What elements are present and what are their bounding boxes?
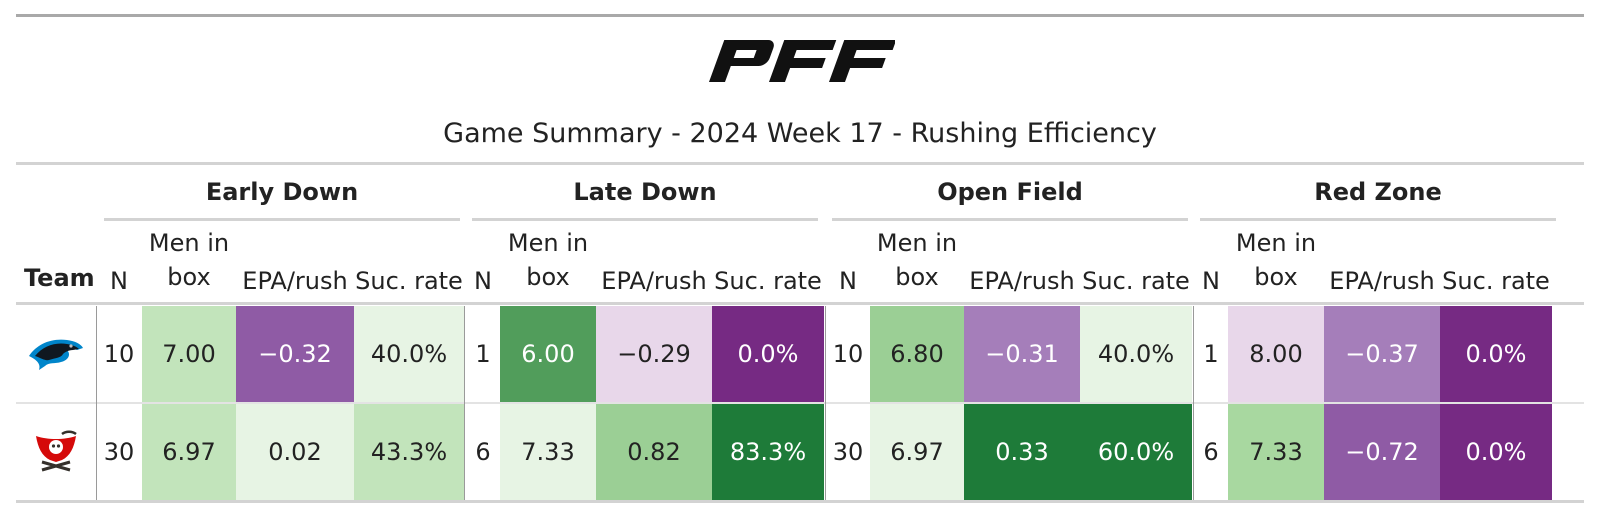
group-rule-open [832, 218, 1188, 221]
col-men-line2: box [167, 263, 211, 291]
cell-r1-early-suc: 40.0% [354, 306, 464, 402]
col-men-line1: Men in [876, 229, 958, 257]
cell-r2-open-suc: 60.0% [1080, 404, 1192, 500]
col-suc-early: Suc. rate [355, 267, 463, 295]
cell-r2-early-epa: 0.02 [236, 404, 354, 500]
cell-r2-early-men: 6.97 [142, 404, 236, 500]
cell-r2-red-suc: 0.0% [1440, 404, 1552, 500]
col-men-red: Men in box [1228, 226, 1324, 294]
cell-r1-open-suc: 40.0% [1080, 306, 1192, 402]
pff-logo [708, 40, 895, 82]
cell-r1-red-epa: −0.37 [1324, 306, 1440, 402]
group-divider-red [1193, 306, 1194, 500]
col-men-late: Men in box [500, 226, 596, 294]
col-men-line1: Men in [148, 229, 230, 257]
cell-r1-red-suc: 0.0% [1440, 306, 1552, 402]
cell-r1-open-men: 6.80 [870, 306, 964, 402]
cell-r1-red-n: 1 [1203, 340, 1219, 368]
group-divider-open [825, 306, 826, 500]
cell-r2-open-epa: 0.33 [964, 404, 1080, 500]
group-rule-early [104, 218, 460, 221]
group-late-down: Late Down [573, 178, 717, 206]
cell-r1-early-men: 7.00 [142, 306, 236, 402]
cell-r2-late-men: 7.33 [500, 404, 596, 500]
cell-r2-red-n: 6 [1203, 438, 1219, 466]
title-rule [16, 162, 1584, 165]
cell-r2-late-n: 6 [475, 438, 491, 466]
buccaneers-logo-icon [16, 404, 96, 500]
team-column-header: Team [24, 264, 95, 292]
top-rule [16, 14, 1584, 17]
header-rule [16, 302, 1584, 305]
cell-r1-open-epa: −0.31 [964, 306, 1080, 402]
col-epa-red: EPA/rush [1329, 267, 1435, 295]
group-rule-red [1200, 218, 1556, 221]
row-separator [16, 402, 1584, 404]
cell-r1-open-n: 10 [832, 340, 864, 368]
group-open-field: Open Field [937, 178, 1083, 206]
group-red-zone: Red Zone [1314, 178, 1442, 206]
col-epa-open: EPA/rush [969, 267, 1075, 295]
col-men-open: Men in box [870, 226, 964, 294]
col-n-early: N [110, 267, 128, 295]
col-men-line1: Men in [1235, 229, 1317, 257]
col-epa-late: EPA/rush [601, 267, 707, 295]
group-rule-late [472, 218, 818, 221]
cell-r2-red-epa: −0.72 [1324, 404, 1440, 500]
cell-r1-red-men: 8.00 [1228, 306, 1324, 402]
table-title: Game Summary - 2024 Week 17 - Rushing Ef… [443, 118, 1157, 149]
col-men-line2: box [1254, 263, 1298, 291]
cell-r2-open-n: 30 [832, 438, 864, 466]
cell-r1-late-epa: −0.29 [596, 306, 712, 402]
cell-r2-early-n: 30 [103, 438, 135, 466]
cell-r1-early-n: 10 [103, 340, 135, 368]
cell-r2-late-epa: 0.82 [596, 404, 712, 500]
team-column-divider [96, 306, 97, 500]
group-divider-late [464, 306, 465, 500]
col-n-late: N [474, 267, 492, 295]
group-early-down: Early Down [205, 178, 359, 206]
panthers-logo-icon [16, 306, 96, 402]
col-men-line2: box [526, 263, 570, 291]
col-epa-early: EPA/rush [242, 267, 348, 295]
col-suc-open: Suc. rate [1082, 267, 1190, 295]
cell-r1-late-men: 6.00 [500, 306, 596, 402]
col-men-line1: Men in [507, 229, 589, 257]
cell-r1-late-suc: 0.0% [712, 306, 824, 402]
col-n-open: N [839, 267, 857, 295]
cell-r1-early-epa: −0.32 [236, 306, 354, 402]
col-suc-red: Suc. rate [1442, 267, 1550, 295]
cell-r1-late-n: 1 [475, 340, 491, 368]
col-men-line2: box [895, 263, 939, 291]
col-suc-late: Suc. rate [714, 267, 822, 295]
col-n-red: N [1202, 267, 1220, 295]
cell-r2-open-men: 6.97 [870, 404, 964, 500]
cell-r2-red-men: 7.33 [1228, 404, 1324, 500]
bottom-rule [16, 500, 1584, 503]
cell-r2-late-suc: 83.3% [712, 404, 824, 500]
col-men-early: Men in box [142, 226, 236, 294]
cell-r2-early-suc: 43.3% [354, 404, 464, 500]
